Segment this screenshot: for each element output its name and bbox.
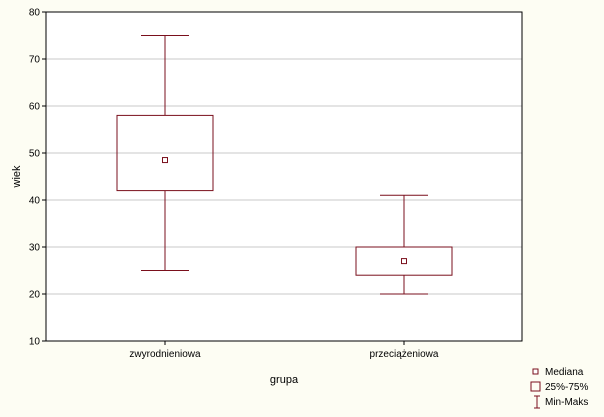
legend-median-label: Mediana [545,367,584,378]
plot-area [46,12,522,341]
y-axis-ticks: 10 20 30 40 50 60 70 80 [29,8,46,348]
legend-box-icon [530,381,541,392]
legend-box-label: 25%-75% [545,382,588,393]
x-tick-label: zwyrodnieniowa [129,349,201,360]
legend-whisker-label: Min-Maks [545,397,588,408]
x-axis-category-labels: zwyrodnieniowa przeciążeniowa [129,341,439,360]
x-tick-label: przeciążeniowa [370,349,439,360]
median-marker [401,258,407,265]
box-1 [116,35,214,271]
y-tick-label: 30 [29,243,41,254]
y-tick-label: 20 [29,290,41,301]
y-tick-label: 80 [29,8,41,19]
y-tick-label: 40 [29,196,41,207]
x-axis-title: grupa [270,374,299,386]
y-tick-label: 10 [29,337,41,348]
median-marker [162,157,168,164]
y-axis-title: wiek [11,165,23,189]
y-tick-label: 70 [29,55,41,66]
legend-whisker-icon [534,395,540,409]
y-tick-label: 60 [29,102,41,113]
box-series [116,35,453,295]
legend-median-icon [532,368,539,375]
iqr-box [116,114,214,192]
y-tick-label: 50 [29,149,41,160]
grid-lines [46,58,522,295]
plot-border [45,11,523,342]
box-2 [355,194,453,295]
iqr-box [355,246,453,276]
legend: Mediana 25%-75% Min-Maks [530,367,588,409]
